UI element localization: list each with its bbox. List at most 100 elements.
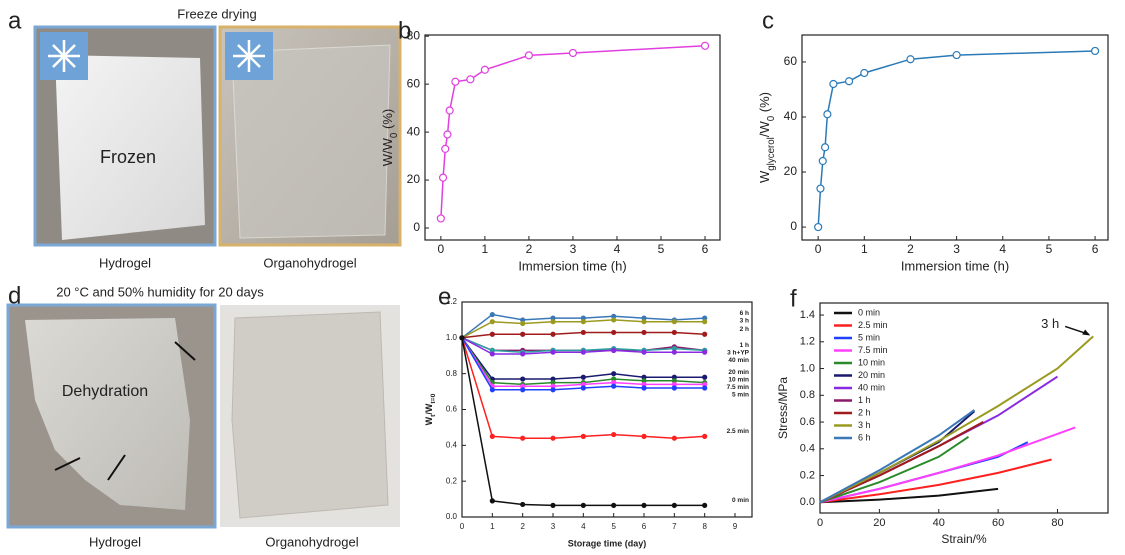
data-point: [700, 41, 710, 50]
legend-label: 20 min: [858, 370, 885, 380]
x-tick-label: 5: [658, 242, 665, 256]
caption: 20 °C and 50% humidity for 20 days: [56, 284, 264, 299]
sample-shape: [231, 44, 391, 239]
y-label-part: t: [430, 414, 437, 417]
data-point: [641, 502, 647, 508]
data-point: [436, 214, 445, 223]
photo-label: Organohydrogel: [263, 255, 356, 270]
data-point: [520, 387, 526, 393]
y-label-part: W: [424, 416, 434, 425]
data-point: [611, 502, 617, 508]
legend-label: 2 h: [858, 407, 871, 417]
data-point: [438, 173, 448, 182]
legend-label: 1 h: [858, 395, 871, 405]
panel-label: c: [762, 7, 774, 34]
y-tick-label: 0.6: [800, 416, 815, 428]
x-tick-label: 5: [611, 522, 616, 531]
panel-label: e: [438, 283, 451, 310]
data-line: [819, 335, 1094, 504]
data-point: [520, 331, 526, 337]
data-point: [489, 319, 495, 325]
x-tick-label: 3: [953, 242, 960, 256]
series-label: 6 h: [740, 310, 749, 317]
data-point: [441, 144, 450, 153]
data-point: [671, 349, 677, 355]
data-point: [451, 77, 460, 86]
y-tick-label: 0: [790, 219, 797, 233]
x-tick-label: 80: [1051, 517, 1063, 529]
data-point: [550, 319, 556, 325]
data-point: [702, 349, 708, 355]
data-point: [671, 319, 677, 325]
data-point: [580, 385, 586, 391]
y-tick-label: 1.0: [446, 333, 458, 342]
data-line: [819, 487, 999, 504]
series-label: 5 min: [732, 391, 749, 398]
data-point: [820, 143, 830, 152]
data-point: [550, 349, 556, 355]
data-point: [443, 130, 452, 139]
x-tick-label: 1: [482, 242, 489, 256]
y-label-part: glycerol: [766, 137, 777, 171]
legend-label: 40 min: [858, 382, 885, 392]
legend-label: 3 h: [858, 420, 871, 430]
y-tick-label: 0.8: [800, 389, 815, 401]
data-point: [550, 387, 556, 393]
series-label: 0 min: [732, 497, 749, 504]
x-tick-label: 1: [490, 522, 495, 531]
data-line: [819, 409, 975, 504]
data-point: [1090, 46, 1100, 56]
y-tick-label: 0.4: [800, 443, 815, 455]
data-point: [641, 329, 647, 336]
data-point: [702, 374, 708, 380]
data-point: [671, 502, 677, 508]
series-label: 10 min: [728, 376, 749, 383]
overlay-text: Dehydration: [62, 383, 148, 400]
y-tick-label: 1.2: [446, 297, 458, 306]
data-point: [580, 502, 586, 508]
y-tick-label: 80: [407, 28, 421, 42]
y-tick-label: 20: [784, 164, 798, 178]
y-tick-label: 1.4: [800, 309, 815, 321]
data-line: [819, 426, 1076, 504]
data-point: [829, 79, 838, 89]
data-line: [817, 50, 1096, 228]
sample-shape: [55, 55, 205, 240]
data-point: [520, 501, 526, 508]
data-point: [702, 385, 708, 391]
x-tick-label: 2: [907, 242, 914, 256]
x-tick-label: 4: [999, 242, 1006, 256]
legend-label: 2.5 min: [858, 320, 888, 330]
arrows: [54, 341, 196, 481]
data-point: [489, 351, 495, 357]
data-point: [520, 376, 526, 382]
x-tick-label: 0: [817, 517, 823, 529]
y-label-part: (%): [380, 109, 395, 133]
x-tick-label: 20: [873, 517, 885, 529]
data-point: [611, 431, 617, 438]
y-tick-label: 0.8: [446, 369, 458, 378]
data-point: [520, 320, 526, 327]
data-point: [671, 329, 677, 336]
data-point: [814, 222, 823, 232]
y-axis-label: W/W0 (%): [380, 109, 400, 166]
data-point: [823, 110, 832, 119]
x-tick-label: 1: [861, 242, 868, 256]
y-tick-label: 0.2: [446, 476, 458, 485]
data-point: [844, 77, 854, 86]
y-label-part: (%): [757, 92, 772, 116]
data-line: [819, 458, 1052, 504]
data-point: [489, 311, 495, 318]
data-point: [550, 331, 556, 337]
series-label: 3 h+YP: [727, 350, 750, 357]
series-label: 2 h: [740, 326, 749, 333]
sample-shape: [231, 311, 389, 519]
annotation: 3 h: [1041, 316, 1059, 331]
x-tick-label: 4: [581, 522, 586, 531]
y-tick-label: 60: [407, 76, 421, 90]
data-line: [461, 337, 705, 507]
y-tick-label: 1.0: [800, 362, 815, 374]
data-line: [819, 435, 970, 504]
sample-shape: [25, 318, 190, 510]
data-line: [819, 421, 984, 504]
